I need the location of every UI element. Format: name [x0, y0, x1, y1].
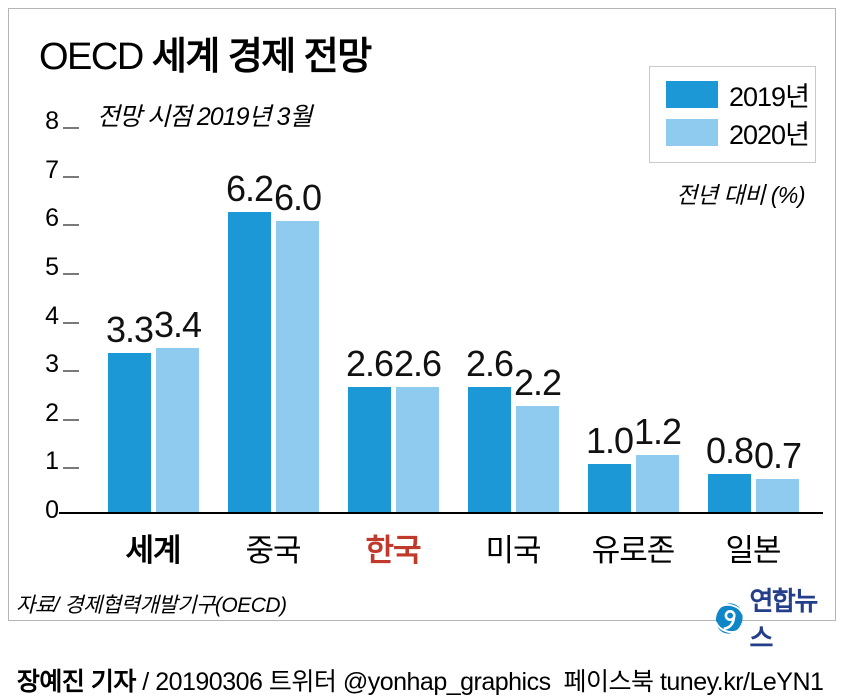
value-label-1-3: 2.2	[513, 362, 562, 404]
legend-label-2020: 2020년	[729, 120, 810, 150]
bar-1-4	[636, 454, 679, 513]
value-label-1-4: 1.2	[633, 410, 682, 452]
y-tick-mark	[63, 175, 79, 178]
y-tick-label: 5	[45, 253, 59, 281]
y-tick-label: 1	[45, 447, 59, 476]
bar-0-5	[708, 474, 751, 513]
y-tick-label: 4	[45, 301, 59, 330]
y-tick-label: 8	[45, 107, 59, 136]
y-tick-label: 7	[45, 155, 59, 184]
yonhap-logo-text: 연합뉴스	[749, 586, 819, 653]
bar-1-5	[756, 478, 799, 513]
y-tick-mark	[63, 321, 79, 324]
y-tick-mark	[63, 467, 79, 470]
page-title: OECD 세계 경제 전망	[39, 25, 372, 80]
bar-0-0	[108, 352, 151, 513]
y-tick-mark	[63, 273, 79, 275]
category-label-1: 중국	[245, 533, 301, 568]
category-label-2: 한국	[365, 533, 421, 568]
yonhap-logo: 연합뉴스	[714, 581, 835, 655]
bar-0-2	[348, 386, 391, 513]
legend-row-2019: 2019년	[666, 78, 815, 112]
chart-legend: 2019년 2020년	[649, 66, 816, 163]
axis-baseline	[59, 512, 823, 514]
footer-credit: 장예진 기자 / 20190306 트위터 @yonhap_graphics 페…	[4, 633, 824, 698]
bar-0-3	[468, 386, 511, 513]
footer-author: 장예진 기자	[16, 668, 136, 696]
legend-row-2020: 2020년	[666, 116, 815, 150]
value-label-0-1: 6.2	[225, 167, 274, 209]
value-label-0-0: 3.3	[105, 308, 154, 350]
legend-swatch-2020	[666, 119, 718, 146]
bar-1-0	[156, 347, 199, 513]
y-tick-label: 2	[45, 398, 59, 427]
unit-note: 전년 대비 (%)	[676, 182, 805, 208]
y-tick-mark	[63, 224, 79, 227]
footer-info: / 20190306 트위터 @yonhap_graphics 페이스북 tun…	[135, 668, 824, 696]
category-label-0: 세계	[125, 533, 181, 568]
value-label-0-2: 2.6	[345, 342, 394, 384]
bar-1-1	[276, 221, 319, 513]
value-label-0-4: 1.0	[585, 420, 634, 462]
chart-subtitle: 전망 시점 2019년 3월	[97, 103, 312, 131]
category-label-3: 미국	[485, 533, 541, 568]
title-main: 세계 경제 전망	[142, 36, 372, 78]
infographic-frame: OECD 세계 경제 전망 전망 시점 2019년 3월 2019년 2020년…	[8, 8, 836, 653]
y-tick-label: 0	[45, 496, 59, 524]
value-label-0-3: 2.6	[465, 342, 514, 384]
y-tick-label: 6	[45, 204, 59, 233]
legend-swatch-2019	[666, 81, 718, 108]
category-label-5: 일본	[725, 533, 781, 568]
bar-1-2	[396, 386, 439, 513]
yonhap-logo-icon	[714, 602, 744, 634]
value-label-1-5: 0.7	[753, 434, 802, 476]
value-label-0-5: 0.8	[705, 430, 754, 472]
value-label-1-2: 2.6	[393, 342, 442, 384]
y-tick-mark	[63, 127, 79, 130]
legend-label-2019: 2019년	[729, 82, 810, 112]
y-tick-label: 3	[45, 350, 59, 379]
source-text: 자료/ 경제협력개발기구(OECD)	[16, 594, 287, 617]
title-prefix: OECD	[39, 36, 144, 78]
y-tick-mark	[63, 418, 79, 421]
bar-0-1	[228, 211, 271, 513]
bar-1-3	[516, 406, 559, 513]
category-label-4: 유로존	[591, 533, 676, 568]
y-tick-mark	[63, 370, 79, 373]
value-label-1-0: 3.4	[153, 303, 202, 345]
value-label-1-1: 6.0	[273, 177, 322, 219]
bar-0-4	[588, 464, 631, 513]
